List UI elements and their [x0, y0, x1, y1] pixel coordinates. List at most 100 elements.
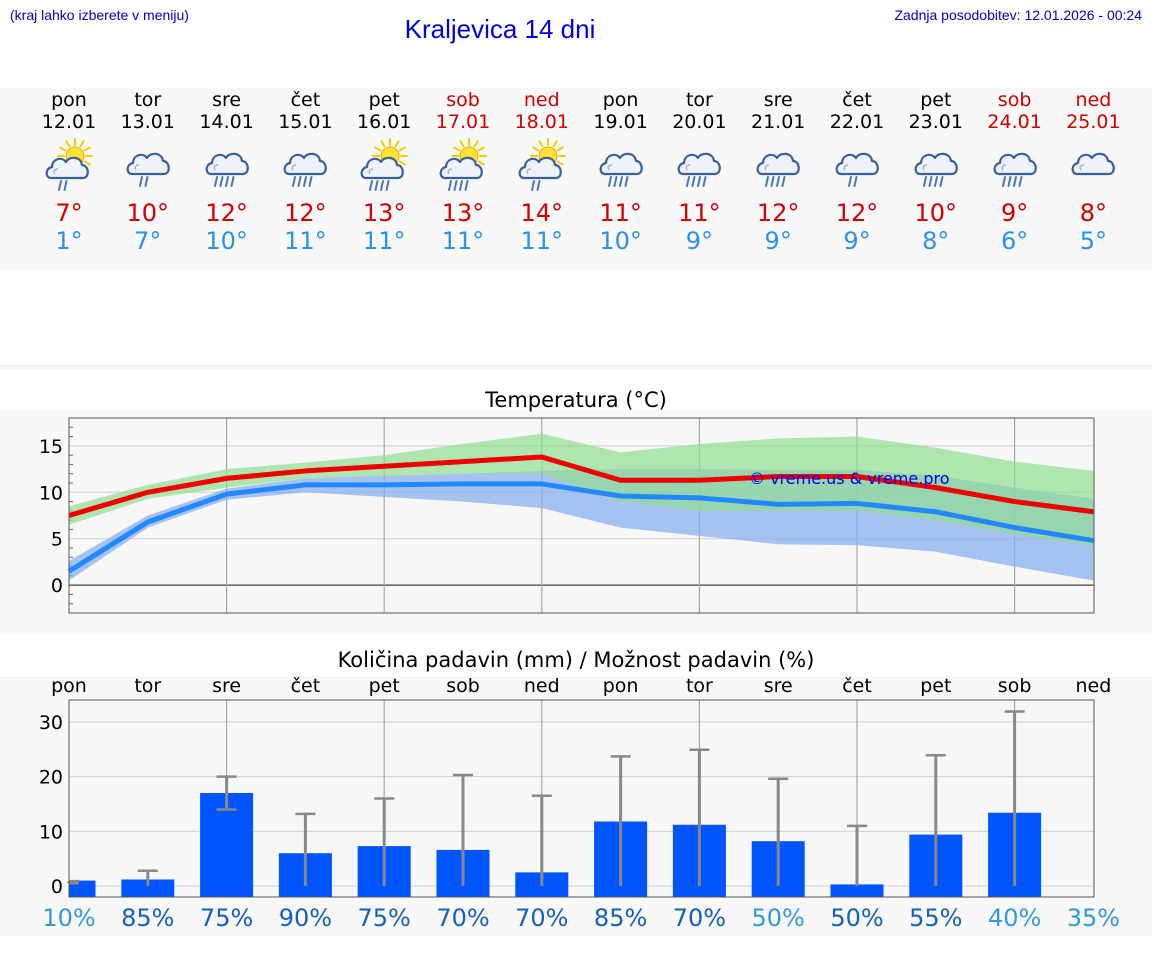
temp-max: 14° — [520, 199, 564, 227]
precip-probability: 70% — [436, 904, 489, 932]
day-name: sob — [997, 89, 1032, 111]
precip-day-label: čet — [291, 675, 321, 697]
temp-max: 7° — [55, 199, 83, 227]
temp-plot-frame — [68, 417, 1095, 614]
location-menu-hint[interactable]: (kraj lahko izberete v meniju) — [10, 7, 189, 23]
temp-max: 11° — [599, 199, 642, 227]
day-date: 18.01 — [514, 111, 569, 133]
temp-tick-label: 15 — [39, 436, 63, 458]
day-date: 23.01 — [908, 111, 963, 133]
sun-cloud-heavy-rain-icon — [439, 138, 487, 191]
sun-cloud-rain-icon — [518, 138, 566, 191]
forecast-day: čet 15.01 12° 11° — [265, 88, 345, 255]
day-name: pon — [602, 89, 639, 111]
forecast-day: pon 12.01 7° 1° — [29, 88, 109, 255]
precip-probability: 90% — [279, 904, 332, 932]
temp-min: 11° — [441, 227, 485, 255]
weather-icon-slot — [108, 133, 188, 199]
weather-icon-slot — [975, 133, 1055, 199]
temp-max: 9° — [1000, 199, 1029, 227]
precip-bar — [69, 880, 96, 897]
precip-day-label: ned — [524, 675, 560, 697]
precip-day-label: pon — [603, 675, 639, 697]
precip-day-label: čet — [842, 675, 872, 697]
precip-probability: 70% — [673, 904, 726, 932]
temp-max: 10° — [126, 199, 170, 227]
day-name: pon — [51, 89, 87, 111]
weather-icon-slot — [187, 133, 267, 199]
day-date: 13.01 — [120, 111, 175, 133]
precip-day-label: ned — [1076, 675, 1112, 697]
temp-min: 10° — [599, 227, 642, 255]
temp-min: 9° — [764, 227, 792, 255]
day-date: 14.01 — [199, 111, 254, 133]
forecast-day: sre 14.01 12° 10° — [187, 88, 267, 255]
precip-day-label: tor — [686, 675, 713, 697]
forecast-day: pet 23.01 10° 8° — [896, 88, 976, 255]
day-date: 21.01 — [750, 111, 806, 133]
temp-min: 9° — [843, 227, 871, 255]
forecast-day: čet 22.01 12° 9° — [817, 88, 897, 255]
weather-icon-slot — [265, 133, 345, 199]
forecast-day: sre 21.01 12° 9° — [738, 88, 818, 255]
temp-min: 9° — [685, 227, 714, 255]
forecast-day: tor 20.01 11° 9° — [659, 88, 739, 255]
weather-icon-slot — [502, 133, 582, 199]
temp-tick-label: 10 — [39, 482, 63, 504]
min-temp-line — [67, 481, 1094, 574]
max-temp-line — [68, 454, 1094, 518]
precip-tick-label: 30 — [39, 712, 63, 734]
day-date: 12.01 — [41, 111, 97, 133]
precip-range-whisker — [216, 775, 237, 811]
precip-day-label: sre — [764, 675, 793, 697]
section-divider — [0, 364, 1152, 370]
weather-icon-slot — [29, 133, 109, 199]
temp-max: 12° — [835, 199, 879, 227]
temp-max: 10° — [914, 199, 958, 227]
precip-probability: 85% — [121, 904, 174, 932]
forecast-band — [0, 88, 1152, 270]
day-name: sob — [446, 89, 480, 111]
precip-day-label: pet — [920, 675, 951, 697]
day-date: 15.01 — [278, 111, 333, 133]
precip-bar — [830, 884, 884, 897]
cloud-heavy-rain-icon — [677, 152, 722, 187]
day-name: čet — [842, 89, 872, 111]
cloud-heavy-rain-icon — [599, 152, 643, 187]
weather-icon-slot — [817, 133, 897, 199]
precip-probability: 40% — [988, 904, 1041, 932]
temp-max: 13° — [441, 199, 485, 227]
precip-probability: 55% — [909, 904, 962, 932]
precip-day-label: tor — [134, 675, 161, 697]
forecast-day: pon 19.01 11° 10° — [581, 88, 661, 255]
temp-min: 7° — [134, 227, 162, 255]
day-name: ned — [1075, 89, 1112, 111]
precip-range-whisker — [847, 824, 867, 887]
precipitation-chart: 0 10 20 30 pon tor sre čet pet sob ned pon tor sre čet… — [39, 675, 1120, 932]
last-update: Zadnja posodobitev: 12.01.2026 - 00:24 — [894, 7, 1142, 23]
precip-tick-label: 10 — [39, 821, 63, 843]
page-title: Kraljevica 14 dni — [404, 14, 596, 44]
day-name: sre — [763, 89, 793, 111]
precip-probability: 70% — [515, 904, 568, 932]
sun-cloud-heavy-rain-icon — [360, 138, 409, 191]
weather-icon-slot — [738, 133, 818, 199]
day-name: pet — [920, 89, 952, 111]
precip-tick-label: 20 — [39, 767, 63, 789]
precip-day-label: sob — [446, 675, 480, 697]
weather-icon-slot — [344, 133, 424, 199]
precip-range-whisker — [1004, 710, 1025, 887]
precip-range-whisker — [137, 869, 158, 887]
precip-day-label: sre — [212, 675, 241, 697]
cloud-icon — [1071, 152, 1116, 176]
cloud-rain-icon — [126, 152, 170, 187]
temp-min: 10° — [205, 227, 248, 255]
cloud-heavy-rain-icon — [283, 152, 328, 187]
temp-min: 8° — [922, 227, 950, 255]
weather-icon-slot — [423, 133, 503, 199]
forecast-day: pet 16.01 13° 11° — [344, 88, 424, 255]
temp-max: 8° — [1079, 199, 1108, 227]
day-date: 16.01 — [356, 111, 412, 133]
day-date: 25.01 — [1066, 111, 1121, 133]
day-date: 22.01 — [829, 111, 885, 133]
